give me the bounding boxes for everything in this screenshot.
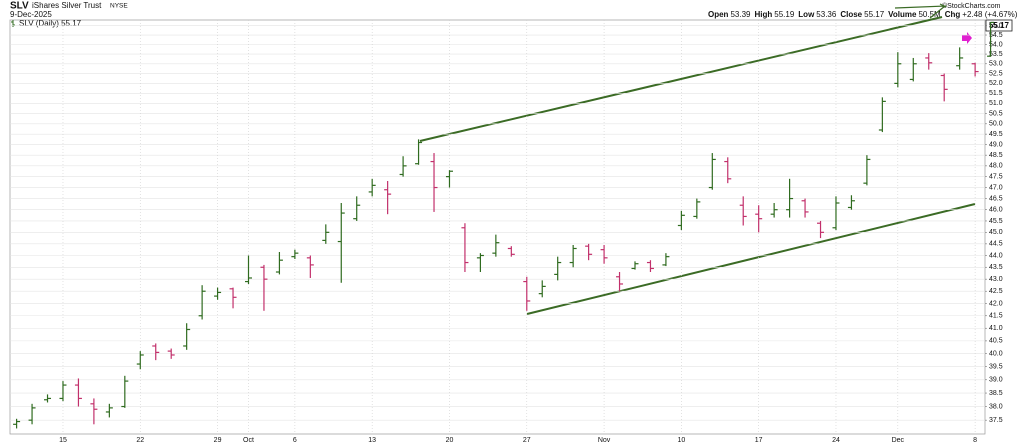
y-tick-label: 43.5: [989, 264, 1003, 271]
y-tick-label: 45.5: [989, 218, 1003, 225]
y-tick-label: 49.5: [989, 131, 1003, 138]
legend-label: SLV (Daily) 55.17: [19, 19, 82, 28]
y-tick-label: 52.5: [989, 70, 1003, 77]
x-tick-label: 8: [973, 437, 977, 444]
x-tick-label: 15: [59, 437, 67, 444]
x-tick-label: Dec: [892, 437, 905, 444]
x-tick-label: 17: [755, 437, 763, 444]
y-tick-label: 39.0: [989, 377, 1003, 384]
quote-label: Open: [708, 10, 729, 19]
x-tick-label: 20: [446, 437, 454, 444]
y-tick-label: 40.0: [989, 351, 1003, 358]
x-tick-label: 24: [832, 437, 840, 444]
quote-label: High: [754, 10, 772, 19]
quote-value: 50.5M: [918, 10, 941, 19]
x-tick-label: 10: [677, 437, 685, 444]
credit: ©StockCharts.com: [942, 2, 1001, 10]
annotation-scribble: [894, 3, 947, 19]
quote-value: 53.39: [730, 10, 751, 19]
quote-label: Low: [798, 10, 815, 19]
y-tick-label: 45.0: [989, 229, 1003, 236]
y-tick-label: 42.5: [989, 288, 1003, 295]
y-tick-label: 37.5: [989, 417, 1003, 424]
y-tick-label: 39.5: [989, 363, 1003, 370]
x-tick-label: 13: [368, 437, 376, 444]
quote-value: 53.36: [816, 10, 837, 19]
legend: SLV (Daily) 55.17: [11, 19, 82, 28]
y-tick-label: 51.0: [989, 100, 1003, 107]
quote: Open 53.39 High 55.19 Low 53.36 Close 55.17 Volu…: [708, 10, 1018, 19]
y-tick-label: 50.5: [989, 110, 1003, 117]
y-tick-label: 44.5: [989, 241, 1003, 248]
y-tick-label: 41.0: [989, 325, 1003, 332]
y-tick-label: 44.0: [989, 252, 1003, 259]
x-tick-label: Nov: [598, 437, 611, 444]
y-tick-label: 50.0: [989, 121, 1003, 128]
last-price-label: 55.17: [989, 21, 1010, 30]
security-name: iShares Silver Trust: [32, 1, 102, 10]
y-tick-label: 46.5: [989, 195, 1003, 202]
quote-label: Chg: [945, 10, 961, 19]
y-tick-label: 38.0: [989, 403, 1003, 410]
quote-value: 55.17: [864, 10, 885, 19]
x-tick-label: 29: [214, 437, 222, 444]
y-tick-label: 42.0: [989, 300, 1003, 307]
y-tick-label: 54.0: [989, 41, 1003, 48]
y-tick-label: 38.5: [989, 390, 1003, 397]
y-tick-label: 47.0: [989, 184, 1003, 191]
date: 9-Dec-2025: [10, 10, 52, 19]
quote-value: +2.48 (+4.67%): [962, 10, 1017, 19]
x-tick-label: Oct: [243, 437, 254, 444]
y-tick-label: 53.0: [989, 61, 1003, 68]
quote-label: Close: [840, 10, 862, 19]
y-tick-label: 49.0: [989, 141, 1003, 148]
y-tick-label: 53.5: [989, 51, 1003, 58]
y-tick-label: 52.0: [989, 80, 1003, 87]
y-tick-label: 41.5: [989, 313, 1003, 320]
y-tick-label: 43.0: [989, 276, 1003, 283]
x-tick-label: 6: [293, 437, 297, 444]
x-tick-label: 22: [136, 437, 144, 444]
y-tick-label: 54.5: [989, 32, 1003, 39]
y-tick-label: 55.0: [989, 22, 1003, 29]
exchange: NYSE: [110, 3, 128, 10]
plot-frame: [9, 19, 986, 435]
symbol: SLV: [10, 1, 29, 12]
y-tick-label: 47.5: [989, 173, 1003, 180]
y-tick-label: 51.5: [989, 90, 1003, 97]
quote-value: 55.19: [774, 10, 795, 19]
trend-line: [526, 203, 976, 315]
quote-label: Volume: [888, 10, 917, 19]
x-tick-label: 27: [523, 437, 531, 444]
trend-line: [419, 16, 943, 142]
y-tick-label: 48.0: [989, 163, 1003, 170]
y-tick-label: 40.5: [989, 338, 1003, 345]
y-tick-label: 48.5: [989, 152, 1003, 159]
y-tick-label: 46.0: [989, 207, 1003, 214]
